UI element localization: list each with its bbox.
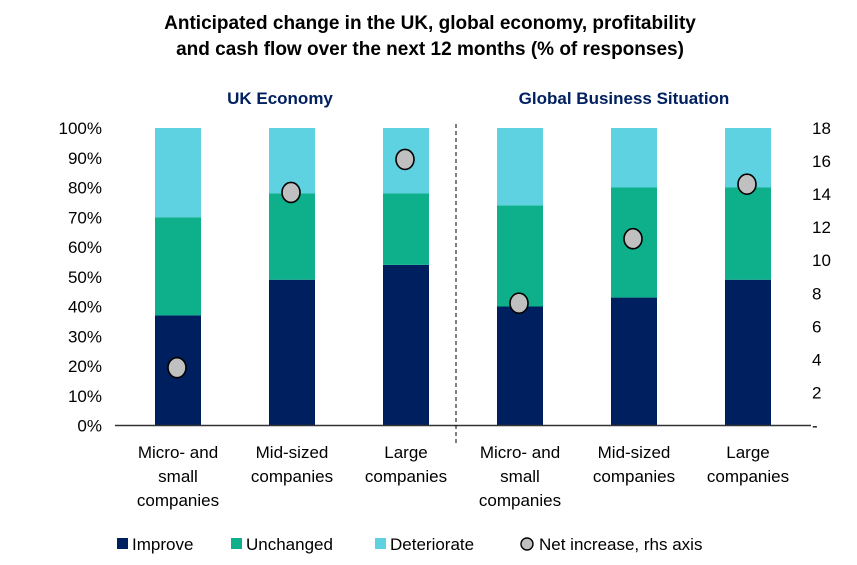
chart-title-line: and cash flow over the next 12 months (%… [176,39,684,60]
legend-marker-net-increase [520,537,534,551]
left-axis-tick-label: 10% [68,387,102,406]
category-label: small [500,467,540,486]
category-label: companies [251,467,333,486]
category-label: companies [137,491,219,510]
legend-swatch-deteriorate [375,538,386,549]
bar-segment-deteriorate [497,128,543,206]
bar-segment-unchanged [269,193,315,280]
right-axis-tick-label: 6 [812,317,821,336]
category-label: Large [384,443,427,462]
bar-segment-improve [611,297,657,426]
legend-swatch-unchanged [231,538,242,549]
legend-swatch-improve [117,538,128,549]
category-label: companies [593,467,675,486]
right-axis-tick-label: - [812,417,818,436]
bar-segment-improve [497,306,543,426]
category-label: Micro- and [138,443,218,462]
right-axis-tick-label: 8 [812,284,821,303]
category-label: companies [479,491,561,510]
left-axis-tick-label: 80% [68,179,102,198]
bar-segment-unchanged [725,187,771,280]
right-axis-tick-label: 12 [812,218,831,237]
right-axis-tick-label: 10 [812,251,831,270]
net-increase-marker [509,292,529,314]
net-increase-marker [623,227,643,250]
left-axis-tick-label: 50% [68,268,102,287]
legend-label: Unchanged [246,535,333,554]
left-axis-tick-label: 90% [68,149,102,168]
left-axis-tick-label: 30% [68,327,102,346]
net-increase-marker [281,181,301,204]
right-axis-tick-label: 4 [812,350,821,369]
chart-title-line: Anticipated change in the UK, global eco… [164,13,696,34]
bar-segment-improve [269,279,315,426]
bar-segment-unchanged [155,217,201,316]
legend-label: Net increase, rhs axis [539,535,702,554]
bar-segment-improve [725,279,771,426]
category-label: small [158,467,198,486]
category-label: Mid-sized [256,443,329,462]
category-label: Mid-sized [598,443,671,462]
bar-segment-unchanged [383,193,429,265]
left-axis-tick-label: 100% [59,119,102,138]
bar-segment-deteriorate [611,128,657,188]
bar-segment-improve [383,264,429,426]
left-axis-tick-label: 40% [68,298,102,317]
right-axis-tick-label: 14 [812,185,831,204]
left-axis-tick-label: 20% [68,357,102,376]
category-label: companies [365,467,447,486]
bar-segment-unchanged [497,205,543,307]
left-axis-tick-label: 60% [68,238,102,257]
right-axis-tick-label: 18 [812,119,831,138]
category-label: Large [726,443,769,462]
legend-label: Improve [132,535,193,554]
category-label: companies [707,467,789,486]
panel-title: UK Economy [227,89,333,108]
right-axis-tick-label: 16 [812,152,831,171]
left-axis-tick-label: 0% [77,417,102,436]
left-axis-tick-label: 70% [68,208,102,227]
legend-label: Deteriorate [390,535,474,554]
category-label: Micro- and [480,443,560,462]
right-axis-tick-label: 2 [812,383,821,402]
net-increase-marker [737,173,757,195]
net-increase-marker [395,148,415,171]
bar-segment-deteriorate [155,128,201,218]
panel-title: Global Business Situation [519,89,730,108]
net-increase-marker [167,356,187,379]
